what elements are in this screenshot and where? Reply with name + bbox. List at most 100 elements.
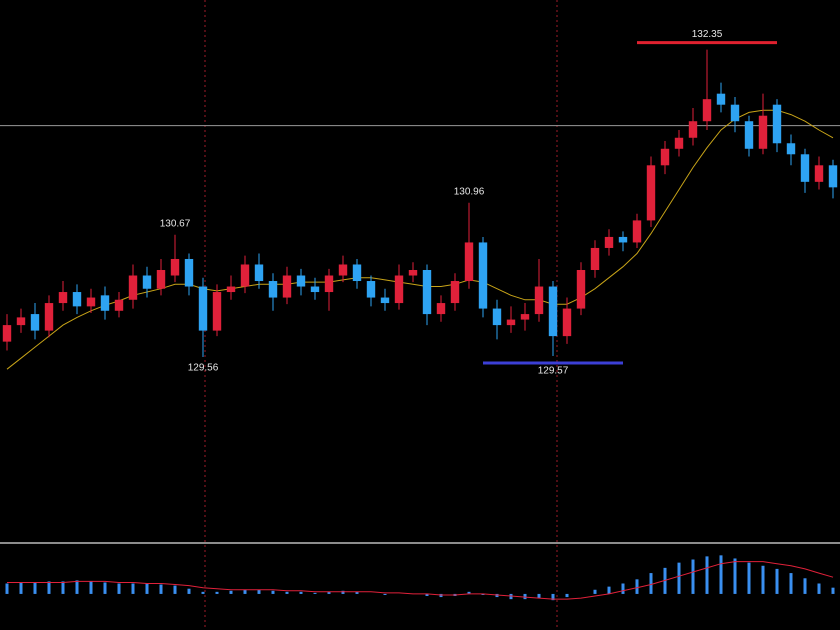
level-label: 129.56	[188, 363, 219, 374]
level-label: 132.35	[692, 29, 723, 40]
macd-bar	[817, 583, 821, 594]
candle-body	[282, 275, 292, 298]
candle-body	[492, 308, 502, 326]
candle-body	[422, 270, 432, 315]
candle-body	[618, 236, 628, 243]
macd-bar	[75, 580, 79, 594]
candle-body	[576, 270, 586, 309]
macd-bar	[747, 562, 751, 594]
candle-body	[730, 104, 740, 122]
candle-body	[744, 121, 754, 149]
candle-body	[632, 220, 642, 243]
candle-body	[408, 270, 418, 276]
candle-body	[142, 275, 152, 289]
candle-body	[450, 281, 460, 304]
candle-body	[2, 325, 12, 342]
macd-bar	[607, 586, 611, 594]
macd-bar	[691, 559, 695, 594]
candle-body	[296, 275, 306, 287]
candle-body	[128, 275, 138, 300]
candle-body	[478, 242, 488, 309]
candle-body	[58, 292, 68, 304]
macd-bar	[285, 591, 289, 594]
macd-pane	[5, 555, 835, 601]
candle-body	[590, 247, 600, 270]
macd-bar	[719, 555, 723, 594]
candle-body	[366, 281, 376, 298]
macd-bar	[523, 593, 527, 600]
macd-bar	[19, 582, 23, 594]
macd-bar	[229, 590, 233, 594]
macd-bar	[355, 591, 359, 594]
macd-bar	[677, 562, 681, 594]
macd-bar	[761, 565, 765, 594]
candle-body	[156, 270, 166, 289]
candle-body	[254, 264, 264, 282]
macd-bar	[649, 573, 653, 594]
candle-body	[646, 165, 656, 221]
candle-body	[30, 314, 40, 331]
candle-body	[506, 319, 516, 326]
macd-bar	[565, 593, 569, 598]
candle-body	[268, 281, 278, 298]
candle-body	[562, 308, 572, 337]
candle-body	[310, 286, 320, 293]
macd-bar	[271, 590, 275, 594]
candle-body	[800, 154, 810, 182]
macd-bar	[775, 568, 779, 594]
candle-body	[86, 297, 96, 307]
macd-bar	[159, 584, 163, 594]
macd-bar	[103, 582, 107, 594]
candle-body	[16, 317, 26, 326]
macd-bar	[131, 583, 135, 594]
candle-body	[338, 264, 348, 276]
macd-bar	[47, 581, 51, 594]
macd-bar	[145, 583, 149, 594]
moving-average	[6, 109, 834, 370]
candle-body	[114, 299, 124, 311]
level-label: 129.57	[538, 366, 569, 377]
candle-body	[520, 314, 530, 320]
macd-bar	[705, 556, 709, 594]
candle-body	[394, 275, 404, 304]
macd-bar	[341, 590, 345, 594]
macd-bar	[313, 592, 317, 594]
macd-bar	[33, 582, 37, 594]
macd-bar	[425, 593, 429, 597]
candle-body	[436, 303, 446, 315]
candle-body	[674, 137, 684, 149]
candle-body	[534, 286, 544, 315]
candle-body	[604, 236, 614, 248]
macd-bar	[201, 591, 205, 594]
macd-bar	[803, 578, 807, 594]
macd-bar	[215, 591, 219, 594]
candle-body	[44, 303, 54, 331]
macd-bar	[173, 585, 177, 594]
macd-bar	[257, 589, 261, 594]
candle-body	[772, 104, 782, 144]
candle-body	[786, 143, 796, 155]
candle-body	[758, 115, 768, 149]
candle-body	[828, 165, 838, 188]
candle-body	[184, 258, 194, 287]
macd-bar	[187, 588, 191, 594]
candle-body	[100, 295, 110, 311]
candle-body	[702, 99, 712, 122]
macd-bar	[481, 593, 485, 595]
macd-bar	[621, 583, 625, 594]
level-label: 130.96	[454, 186, 485, 197]
macd-bar	[537, 593, 541, 599]
macd-bar	[509, 593, 513, 600]
macd-bar	[327, 591, 331, 594]
candle-body	[688, 121, 698, 138]
candle-body	[352, 264, 362, 282]
macd-bar	[733, 558, 737, 594]
candle-body	[240, 264, 250, 287]
candle-body	[212, 292, 222, 331]
macd-bar	[467, 591, 471, 594]
macd-bar	[243, 589, 247, 594]
macd-bar	[89, 581, 93, 594]
candle-body	[660, 148, 670, 166]
